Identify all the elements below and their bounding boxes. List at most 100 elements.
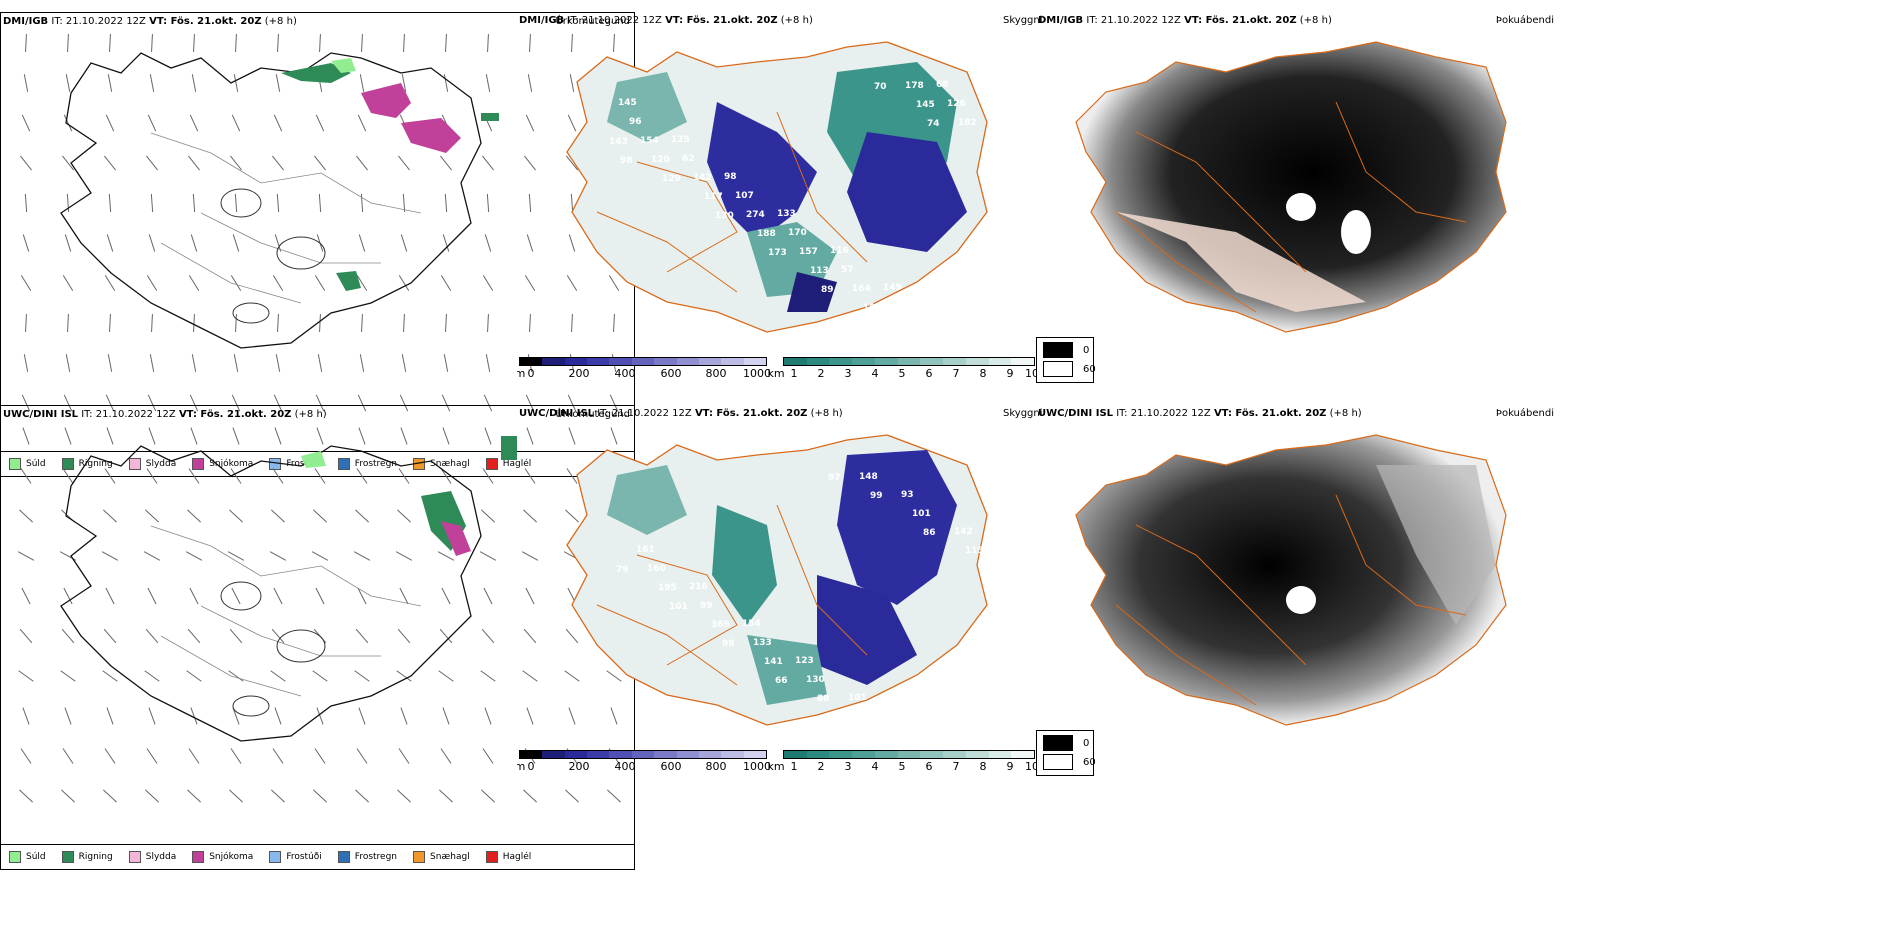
wind-barb xyxy=(229,509,243,523)
cloud-value-label: 369 xyxy=(711,620,730,630)
colorbar-step xyxy=(587,358,610,365)
wind-barb xyxy=(145,628,159,644)
wind-barb xyxy=(523,628,537,644)
wind-barb xyxy=(396,670,412,682)
wind-barb xyxy=(106,234,114,252)
wind-barb xyxy=(230,468,242,484)
wind-barb xyxy=(398,468,410,484)
wind-barb xyxy=(529,33,531,53)
wind-barb xyxy=(230,275,242,291)
wind-barb xyxy=(67,313,69,333)
cloud-value-label: 62 xyxy=(682,154,695,164)
wind-barb xyxy=(402,193,406,213)
wind-barb xyxy=(230,748,242,764)
wind-barb xyxy=(62,275,74,291)
wind-barb xyxy=(399,587,409,605)
wind-barb xyxy=(437,551,455,561)
legend-label: Snjókoma xyxy=(209,459,254,469)
wind-barb xyxy=(441,587,451,605)
wind-barb xyxy=(235,33,237,53)
wind-barb xyxy=(442,234,450,252)
colorbar-step xyxy=(988,358,1012,365)
cloud-value-label: 145 xyxy=(618,98,637,108)
wind-barb xyxy=(230,155,242,171)
colorbar-step xyxy=(829,358,853,365)
wind-barb xyxy=(607,789,621,803)
wind-barb xyxy=(356,748,368,764)
legend-swatch xyxy=(9,458,21,470)
legend-swatch xyxy=(61,851,74,863)
cloud-value-label: 66 xyxy=(775,676,788,686)
wind-barb xyxy=(357,587,367,605)
wind-barb xyxy=(109,313,111,333)
wind-barb xyxy=(400,707,408,725)
snow-area xyxy=(401,118,461,153)
wind-barb xyxy=(315,394,325,412)
legend-item: Snjókoma xyxy=(192,458,253,470)
cloud-label: Skyggni xyxy=(1003,408,1043,419)
wind-barb xyxy=(610,707,618,725)
wind-barb xyxy=(485,354,491,372)
colorbar-step xyxy=(609,751,632,758)
wind-barb xyxy=(25,313,27,333)
fog-legend: 0 60 xyxy=(1036,730,1096,776)
wind-barb xyxy=(311,551,329,561)
wind-barb xyxy=(609,394,619,412)
cloud-value-label: 107 xyxy=(735,191,754,201)
wind-barb xyxy=(568,707,576,725)
wind-barb xyxy=(484,427,492,445)
wind-barb xyxy=(146,468,158,484)
wind-barb xyxy=(151,33,153,53)
colorbar-step xyxy=(920,358,944,365)
wind-barb xyxy=(187,789,201,803)
colorbar-step xyxy=(542,358,565,365)
legend-label: Súld xyxy=(26,852,46,862)
colorbar-step xyxy=(564,751,588,758)
cloudbase-ticks: m 0 200 400 600 800 1000 xyxy=(517,760,771,773)
wind-barb xyxy=(356,155,368,171)
fog-map xyxy=(1075,434,1507,726)
wind-barb xyxy=(356,275,368,291)
wind-barb xyxy=(147,114,157,132)
colorbar-step xyxy=(897,358,921,365)
wind-barb xyxy=(187,509,201,523)
wind-barb xyxy=(147,394,157,412)
wind-barb xyxy=(272,275,284,291)
cloud-value-label: 133 xyxy=(777,209,796,219)
wind-barb xyxy=(105,394,115,412)
legend-item: Haglél xyxy=(485,458,531,470)
wind-barb xyxy=(232,427,240,445)
wind-barb xyxy=(234,193,238,213)
legend-swatch xyxy=(61,458,74,470)
colorbar-step xyxy=(631,751,655,758)
cloud-value-label: 130 xyxy=(806,675,825,685)
legend-swatch xyxy=(413,851,426,863)
wind-barb xyxy=(440,155,452,171)
wind-barb xyxy=(61,789,75,803)
legend-item: Snæhagl xyxy=(413,851,470,863)
cloud-map: 145 125 98 133 116 149 68 96 62 107 170 57 301 126 154… xyxy=(566,41,988,333)
cloud-value-label: 154 xyxy=(742,619,761,629)
wind-barb xyxy=(487,313,489,333)
wind-barb xyxy=(484,707,492,725)
wind-barb xyxy=(567,114,577,132)
wind-barb xyxy=(273,394,283,412)
wind-barb xyxy=(606,670,622,682)
wind-barb xyxy=(524,275,536,291)
legend-swatch xyxy=(128,458,141,470)
wind-barb xyxy=(401,74,407,92)
colorbar-step xyxy=(1011,751,1035,758)
wind-barb xyxy=(19,628,33,644)
visibility-ticks: km 1 2 3 4 5 6 7 8 9 10 xyxy=(767,760,1039,773)
wind-barb xyxy=(191,74,197,92)
fog-map xyxy=(1075,41,1507,333)
wind-barb xyxy=(525,394,535,412)
wind-barb xyxy=(523,789,537,803)
cloud-map: 161 216 154 123 101 93 142 160 99 133 130 148 101 115… xyxy=(566,434,988,726)
wind-barb xyxy=(395,551,413,561)
wind-barb xyxy=(318,193,322,213)
legend-item: Frostregn xyxy=(337,851,397,863)
wind-barb xyxy=(193,313,195,333)
wind-barb xyxy=(483,587,493,605)
wind-barb xyxy=(274,707,282,725)
